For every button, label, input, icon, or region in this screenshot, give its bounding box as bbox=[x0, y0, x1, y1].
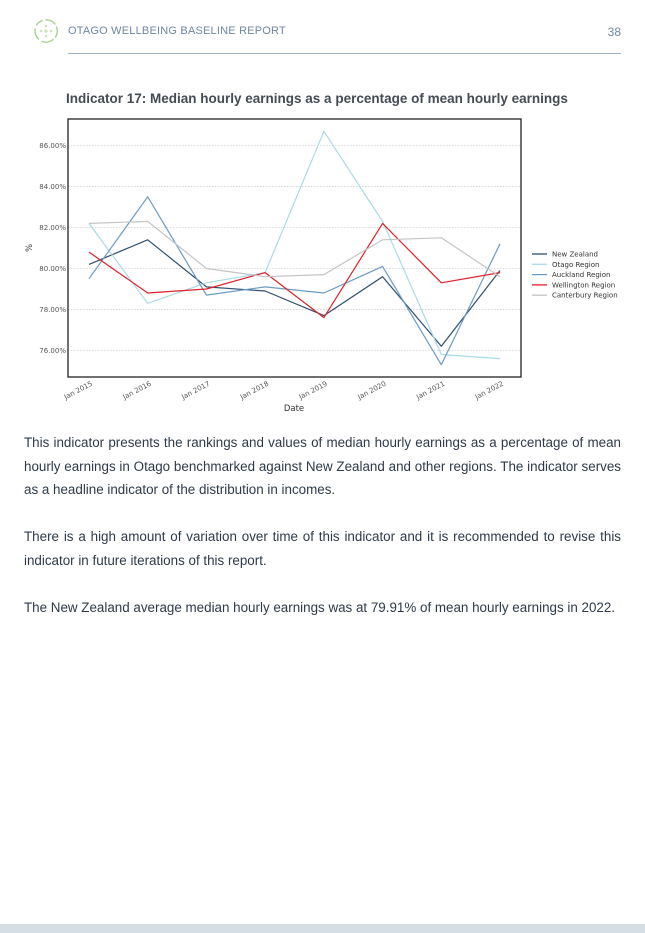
chart-title: Indicator 17: Median hourly earnings as … bbox=[66, 91, 568, 106]
page-number: 38 bbox=[607, 25, 621, 39]
legend-label: New Zealand bbox=[552, 251, 598, 259]
y-tick-label: 84.00% bbox=[39, 183, 66, 191]
x-tick-label: Jan 2019 bbox=[297, 380, 329, 402]
x-tick-label: Jan 2021 bbox=[414, 380, 446, 402]
line-chart: 76.00% 78.00% 80.00% 82.00% 84.00% 86.00% Jan… bbox=[25, 118, 618, 414]
x-tick-labels: Jan 2015 Jan 2016 Jan 2017 Jan 2018 Jan 2019… bbox=[62, 379, 505, 401]
report-title: OTAGO WELLBEING BASELINE REPORT bbox=[68, 25, 286, 37]
paragraph-nz-average: The New Zealand average median hourly ea… bbox=[24, 600, 616, 615]
legend: New Zealand Otago Region Auckland Region We… bbox=[532, 251, 618, 300]
series-line-new-zealand bbox=[88, 239, 501, 347]
x-tick-label: Jan 2020 bbox=[356, 380, 388, 402]
x-tick-label: Jan 2016 bbox=[121, 379, 153, 401]
x-tick-label: Jan 2015 bbox=[62, 380, 94, 402]
y-axis-label: % bbox=[25, 244, 35, 252]
series-line-canterbury-region bbox=[88, 220, 501, 278]
series-line-auckland-region bbox=[88, 196, 501, 366]
report-logo bbox=[34, 19, 58, 43]
series-lines bbox=[88, 130, 501, 366]
legend-label: Otago Region bbox=[552, 261, 599, 269]
legend-label: Canterbury Region bbox=[552, 292, 618, 300]
y-tick-label: 80.00% bbox=[39, 265, 66, 273]
y-tick-label: 78.00% bbox=[39, 306, 66, 314]
series-line-otago-region bbox=[88, 130, 501, 360]
y-tick-label: 82.00% bbox=[39, 224, 66, 232]
x-axis-label: Date bbox=[284, 404, 304, 414]
series-line-wellington-region bbox=[88, 222, 501, 319]
y-tick-labels: 76.00% 78.00% 80.00% 82.00% 84.00% 86.00% bbox=[39, 142, 66, 355]
x-tick-label: Jan 2018 bbox=[238, 380, 270, 402]
plot-frame bbox=[67, 118, 522, 378]
footer-bar bbox=[0, 924, 645, 933]
x-tick-label: Jan 2017 bbox=[179, 380, 211, 402]
legend-label: Wellington Region bbox=[552, 281, 615, 289]
header-divider bbox=[68, 53, 621, 54]
x-tick-label: Jan 2022 bbox=[473, 380, 505, 402]
legend-label: Auckland Region bbox=[552, 271, 610, 279]
y-tick-label: 86.00% bbox=[39, 142, 66, 150]
paragraph-variation: There is a high amount of variation over… bbox=[24, 529, 621, 568]
gridlines bbox=[68, 145, 521, 351]
y-tick-label: 76.00% bbox=[39, 347, 66, 355]
paragraph-description: This indicator presents the rankings and… bbox=[24, 435, 621, 497]
